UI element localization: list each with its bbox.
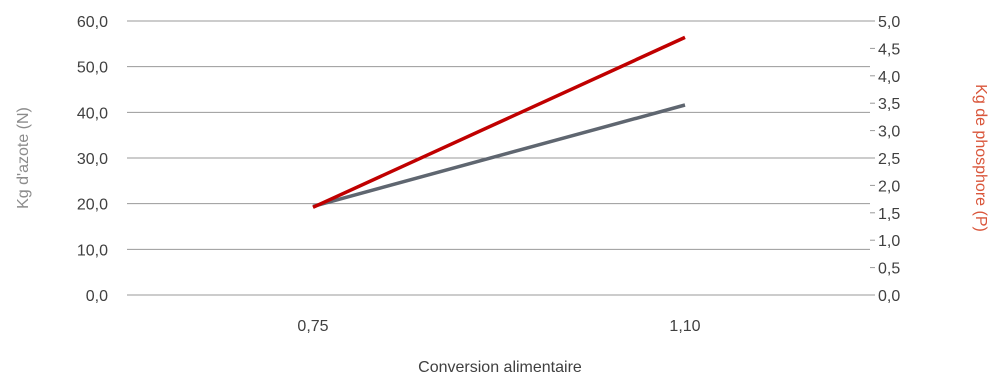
left-tick-label: 50,0 xyxy=(77,60,108,77)
right-tick-label: 5,0 xyxy=(878,14,900,31)
left-tick-label: 20,0 xyxy=(77,197,108,214)
x-axis-ticks: 0,75 1,10 xyxy=(297,318,700,335)
left-axis-title: Kg d'azote (N) xyxy=(15,107,32,209)
phosphore-series-line xyxy=(312,35,686,209)
right-axis-title: Kg de phosphore (P) xyxy=(972,84,989,232)
right-tick-label: 4,0 xyxy=(878,69,900,86)
left-tick-label: 0,0 xyxy=(86,288,108,305)
right-tick-label: 1,0 xyxy=(878,233,900,250)
right-axis-ticks: 0,0 0,5 1,0 1,5 2,0 2,5 3,0 3,5 4,0 4,5 5,0 xyxy=(870,14,900,305)
left-tick-label: 40,0 xyxy=(77,105,108,122)
x-tick-label: 0,75 xyxy=(297,318,328,335)
right-tick-label: 4,5 xyxy=(878,41,900,58)
left-tick-label: 10,0 xyxy=(77,242,108,259)
right-tick-label: 3,5 xyxy=(878,96,900,113)
left-tick-label: 30,0 xyxy=(77,151,108,168)
x-tick-label: 1,10 xyxy=(669,318,700,335)
x-axis-title: Conversion alimentaire xyxy=(418,359,582,374)
right-tick-label: 0,0 xyxy=(878,288,900,305)
right-tick-label: 1,5 xyxy=(878,206,900,223)
left-tick-label: 60,0 xyxy=(77,14,108,31)
right-tick-label: 3,0 xyxy=(878,124,900,141)
azote-series-line xyxy=(312,103,686,209)
series-lines xyxy=(312,35,686,209)
right-tick-label: 2,0 xyxy=(878,178,900,195)
right-tick-label: 0,5 xyxy=(878,261,900,278)
right-tick-label: 2,5 xyxy=(878,151,900,168)
left-axis-ticks: 0,0 10,0 20,0 30,0 40,0 50,0 60,0 xyxy=(77,14,108,305)
grid-lines xyxy=(127,20,870,296)
